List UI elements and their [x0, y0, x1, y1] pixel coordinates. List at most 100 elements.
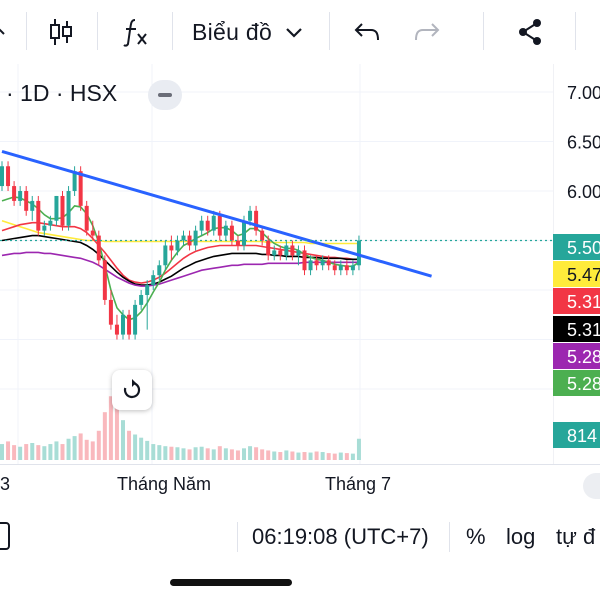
volume-bar [66, 438, 71, 460]
price-badge-label: 5.28 [567, 347, 600, 367]
candle-body [199, 220, 204, 231]
symbol-legend[interactable]: · 1D · HSX [6, 80, 117, 107]
candle-body [338, 265, 343, 271]
toolbar-divider [329, 12, 330, 50]
chevron-down-icon [286, 28, 302, 38]
volume-bar [320, 452, 325, 460]
volume-bar [0, 444, 4, 460]
volume-bar [332, 453, 337, 460]
settings-handle[interactable] [583, 473, 600, 499]
collapse-legend-button[interactable] [148, 80, 182, 110]
volume-bar [181, 448, 186, 460]
clock-time[interactable]: 06:19:08 (UTC+7) [252, 524, 429, 549]
price-badge [553, 261, 600, 287]
volume-bar [314, 451, 319, 460]
candle-body [78, 171, 83, 206]
volume-bar [284, 450, 289, 460]
undo-icon[interactable] [350, 12, 384, 52]
volume-bar [266, 450, 271, 460]
price-axis[interactable]: 7.006.506.004.005.505.475.315.315.285.28… [553, 64, 600, 464]
volume-bar [84, 439, 89, 460]
moving-average-line [1, 234, 359, 286]
candle-body [290, 245, 295, 256]
candle-body [308, 260, 313, 271]
candle-body [163, 245, 168, 266]
candle-body [284, 245, 289, 256]
candle-body [229, 225, 234, 241]
candlestick-icon[interactable] [44, 12, 78, 52]
price-badge [553, 288, 600, 314]
volume-bar [42, 446, 47, 460]
volume-bar [24, 444, 29, 460]
volume-bar [78, 433, 83, 460]
volume-bar [302, 452, 307, 460]
candle-body [127, 314, 132, 335]
candle-body [211, 215, 216, 231]
toolbar-divider [97, 12, 98, 50]
volume-bar [60, 444, 65, 460]
candle-body [193, 230, 198, 246]
candle-body [42, 225, 47, 231]
calendar-icon[interactable] [0, 522, 10, 550]
volume-bar [272, 451, 277, 460]
toolbar-divider [575, 12, 576, 50]
volume-bar [356, 438, 361, 460]
volume-bar [326, 453, 331, 460]
candle-body [235, 240, 240, 246]
candle-body [151, 275, 156, 286]
candle-body [181, 235, 186, 241]
bottom-bar: 06:19:08 (UTC+7) % log tự đ [0, 510, 600, 566]
moving-average-line [1, 251, 359, 287]
volume-bar [30, 443, 35, 460]
candle-body [108, 299, 113, 325]
minus-icon [158, 93, 172, 97]
time-axis[interactable]: 3 Tháng Năm Tháng 7 [0, 464, 600, 505]
candle-body [326, 260, 331, 266]
chart-type-dropdown[interactable]: Biểu đồ [192, 12, 308, 52]
reset-chart-button[interactable] [112, 370, 152, 410]
price-badge [553, 343, 600, 369]
candle-body [121, 314, 125, 335]
volume-bar [127, 430, 132, 460]
candle-body [84, 205, 89, 231]
candle-body [223, 225, 228, 236]
candle-body [217, 215, 222, 236]
chevron-icon[interactable] [0, 12, 12, 52]
candle-body [278, 250, 283, 256]
candle-body [169, 245, 174, 251]
indicator-fx-icon[interactable] [115, 12, 155, 52]
price-badge-label: 5.31 [567, 292, 600, 312]
candle-body [60, 195, 65, 226]
redo-icon[interactable] [410, 12, 444, 52]
candle-body [205, 220, 210, 231]
percent-toggle[interactable]: % [466, 524, 486, 549]
volume-bar [296, 452, 301, 460]
toolbar-divider [483, 12, 484, 50]
candle-body [133, 304, 138, 335]
auto-scale-toggle[interactable]: tự đ [556, 524, 596, 549]
volume-bar [133, 434, 138, 460]
volume-bar [260, 449, 265, 460]
price-tick: 6.50 [567, 133, 600, 153]
candle-body [36, 200, 41, 231]
time-tick: 3 [0, 474, 11, 494]
price-tick: 6.00 [567, 182, 600, 202]
share-icon[interactable] [512, 12, 548, 52]
candle-body [260, 230, 265, 241]
trendline [1, 149, 432, 278]
candle-body [157, 265, 162, 276]
volume-bar [338, 452, 343, 460]
price-chart[interactable] [0, 64, 553, 464]
volume-bar [36, 445, 41, 460]
price-badge [553, 422, 600, 448]
volume-bar [18, 446, 23, 460]
log-toggle[interactable]: log [506, 524, 536, 549]
candle-body [72, 171, 77, 192]
candle-body [54, 195, 59, 221]
toolbar-divider [172, 12, 173, 50]
volume-bar [187, 449, 192, 460]
candle-body [102, 260, 107, 300]
candle-body [350, 265, 355, 271]
volume-bar [290, 451, 295, 460]
volume-bar [157, 445, 162, 460]
